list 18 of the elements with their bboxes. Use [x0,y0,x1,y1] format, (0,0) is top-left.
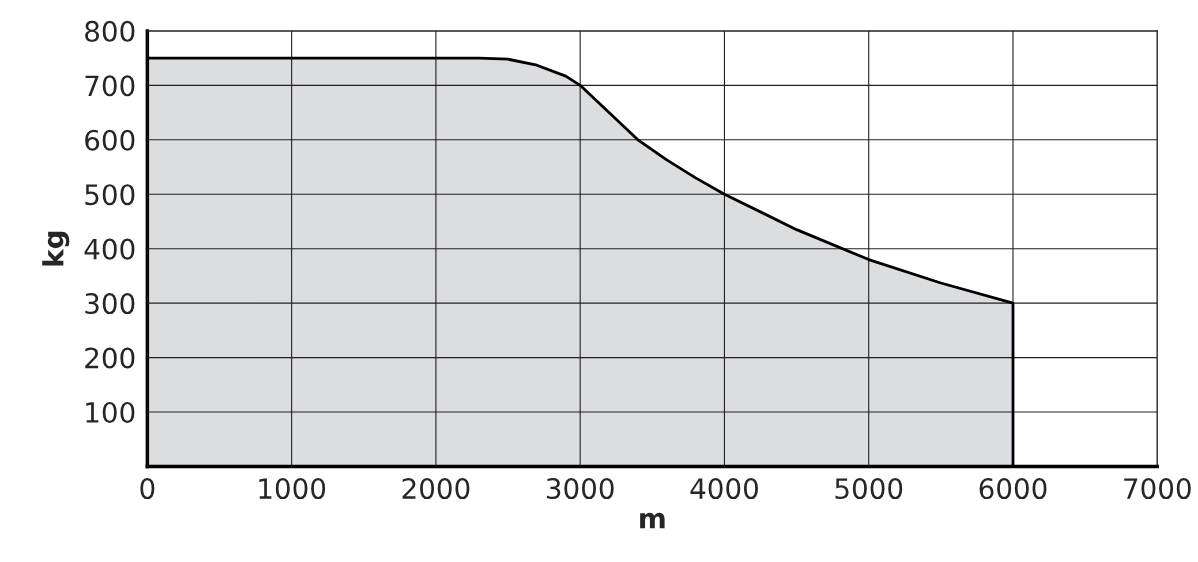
y-tick-label: 600 [85,129,135,151]
y-tick-label: 200 [85,347,135,369]
x-tick-label: 7000 [1124,478,1191,500]
y-tick-label: 300 [85,293,135,315]
y-tick-label: 100 [86,401,135,423]
x-tick-label: 5000 [835,478,903,500]
x-axis-title: m [640,512,665,529]
y-tick-label: 800 [85,20,135,42]
y-tick-label: 400 [84,238,135,260]
x-tick-label: 0 [140,478,155,500]
y-axis-title: kg [42,231,70,266]
x-tick-label: 3000 [546,478,614,500]
x-tick-label: 4000 [690,478,758,500]
x-tick-label: 1000 [259,478,326,500]
x-tick-label: 2000 [402,478,470,500]
y-tick-label: 500 [85,184,135,206]
x-tick-label: 6000 [979,478,1047,500]
y-tick-label: 700 [85,75,135,97]
